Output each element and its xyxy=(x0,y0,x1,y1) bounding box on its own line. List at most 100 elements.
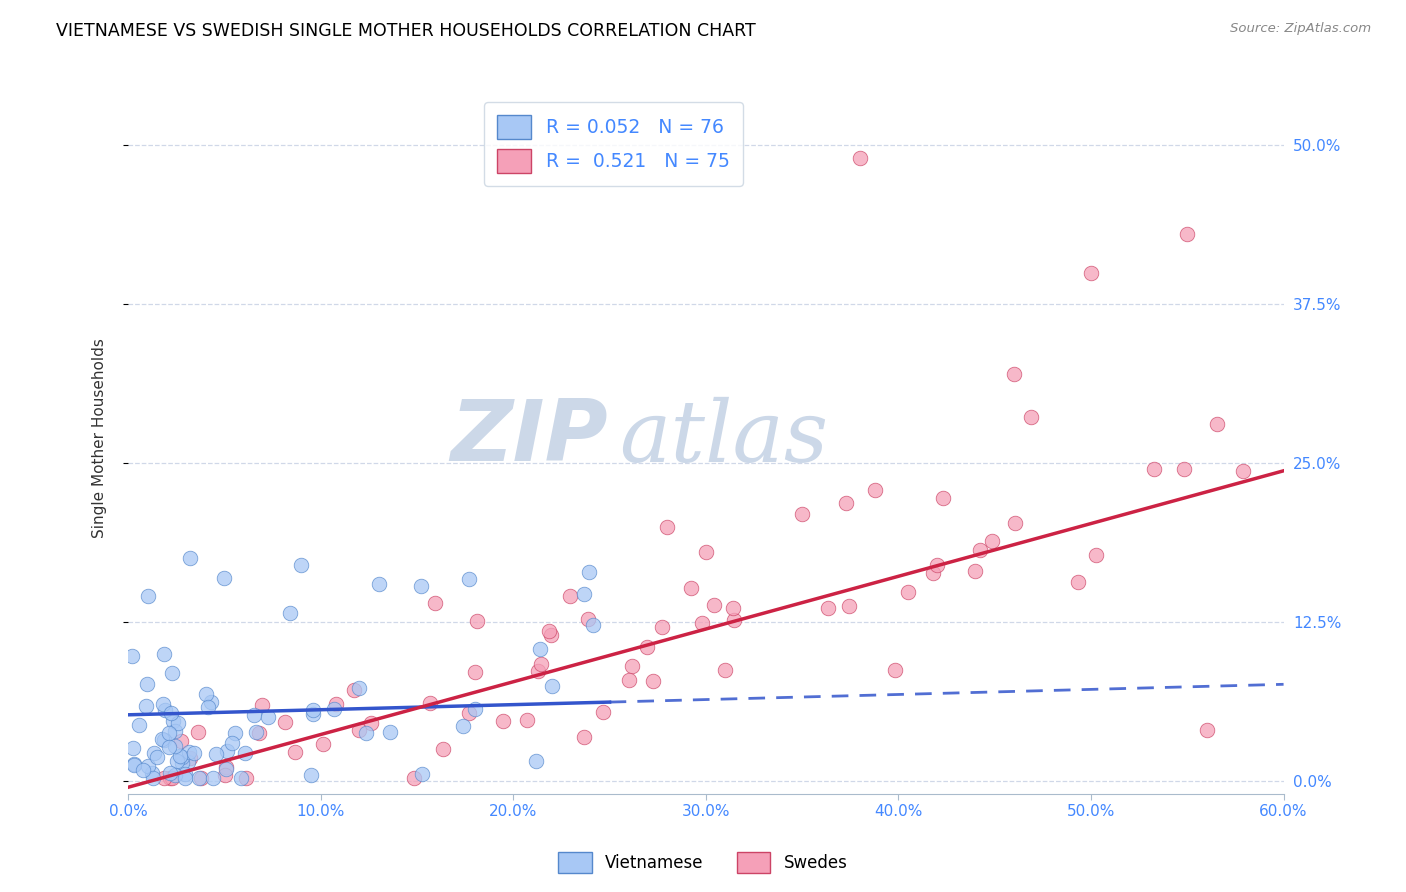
Point xyxy=(578,565,600,579)
Point xyxy=(152,648,174,662)
Text: atlas: atlas xyxy=(619,396,828,479)
Point xyxy=(849,151,872,165)
Point xyxy=(690,616,713,631)
Point xyxy=(221,736,243,750)
Point xyxy=(169,749,191,764)
Point xyxy=(215,760,238,774)
Point xyxy=(165,768,187,782)
Point xyxy=(527,664,550,678)
Point xyxy=(679,581,702,595)
Point xyxy=(349,723,371,737)
Point xyxy=(343,683,366,698)
Point xyxy=(529,642,551,657)
Point xyxy=(524,754,547,768)
Point xyxy=(863,483,886,497)
Point xyxy=(174,767,197,781)
Point xyxy=(641,673,664,688)
Point xyxy=(197,700,219,714)
Point xyxy=(157,726,180,740)
Point xyxy=(312,737,335,751)
Point xyxy=(153,733,176,747)
Legend: R = 0.052   N = 76, R =  0.521   N = 75: R = 0.052 N = 76, R = 0.521 N = 75 xyxy=(484,102,742,186)
Point xyxy=(464,702,486,716)
Point xyxy=(360,715,382,730)
Point xyxy=(200,696,222,710)
Point xyxy=(1002,368,1025,382)
Point xyxy=(921,566,943,580)
Point xyxy=(187,725,209,739)
Point xyxy=(153,772,176,786)
Point xyxy=(347,681,370,695)
Point xyxy=(897,585,920,599)
Point xyxy=(302,703,325,717)
Point xyxy=(411,767,433,781)
Point xyxy=(143,747,166,761)
Point xyxy=(932,491,955,506)
Point xyxy=(278,606,301,620)
Point xyxy=(245,724,267,739)
Point xyxy=(576,612,599,626)
Point xyxy=(657,519,679,533)
Text: Source: ZipAtlas.com: Source: ZipAtlas.com xyxy=(1230,22,1371,36)
Point xyxy=(166,754,188,768)
Point xyxy=(1004,516,1026,530)
Point xyxy=(122,741,145,756)
Point xyxy=(121,649,143,664)
Point xyxy=(187,772,209,786)
Point xyxy=(884,663,907,677)
Point xyxy=(432,742,454,756)
Point xyxy=(464,665,486,680)
Point xyxy=(367,577,389,591)
Point xyxy=(183,746,205,760)
Point xyxy=(1232,464,1254,478)
Point xyxy=(1173,462,1195,476)
Point xyxy=(141,765,163,780)
Point xyxy=(969,543,991,558)
Point xyxy=(636,640,658,654)
Y-axis label: Single Mother Households: Single Mother Households xyxy=(93,338,107,538)
Point xyxy=(153,703,176,717)
Point xyxy=(925,558,948,572)
Point xyxy=(1143,462,1166,476)
Point xyxy=(540,628,562,642)
Point xyxy=(174,772,197,786)
Point xyxy=(142,772,165,786)
Point xyxy=(159,740,181,755)
Point xyxy=(233,746,256,760)
Point xyxy=(325,697,347,711)
Point xyxy=(323,702,346,716)
Point xyxy=(235,772,257,786)
Point xyxy=(792,507,814,521)
Point xyxy=(159,765,181,780)
Point xyxy=(354,725,377,739)
Point xyxy=(150,732,173,747)
Point xyxy=(224,726,246,740)
Point xyxy=(1206,417,1229,432)
Point xyxy=(136,759,159,773)
Point xyxy=(835,496,858,510)
Point xyxy=(574,731,596,745)
Point xyxy=(160,772,183,786)
Point xyxy=(419,696,441,710)
Point xyxy=(215,762,238,776)
Point xyxy=(537,624,560,639)
Legend: Vietnamese, Swedes: Vietnamese, Swedes xyxy=(551,846,855,880)
Point xyxy=(1175,227,1198,242)
Point xyxy=(458,572,481,586)
Point xyxy=(411,578,433,592)
Point xyxy=(1021,409,1043,424)
Point xyxy=(135,699,157,714)
Point xyxy=(250,698,273,713)
Point xyxy=(378,724,401,739)
Text: ZIP: ZIP xyxy=(450,396,607,479)
Point xyxy=(302,706,325,721)
Point xyxy=(530,657,553,672)
Point xyxy=(177,755,200,769)
Point xyxy=(162,714,184,728)
Point xyxy=(838,599,860,613)
Point xyxy=(179,550,201,565)
Point xyxy=(1195,723,1218,737)
Point xyxy=(582,617,605,632)
Text: VIETNAMESE VS SWEDISH SINGLE MOTHER HOUSEHOLDS CORRELATION CHART: VIETNAMESE VS SWEDISH SINGLE MOTHER HOUS… xyxy=(56,22,756,40)
Point xyxy=(170,750,193,764)
